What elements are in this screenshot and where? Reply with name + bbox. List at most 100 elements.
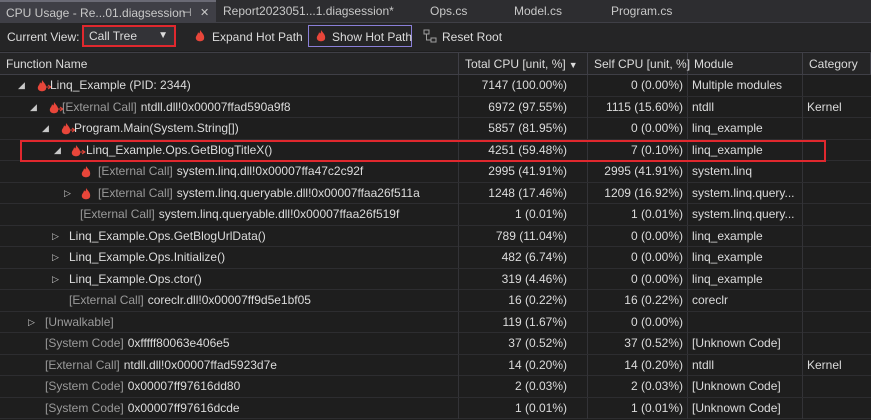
dropdown-arrow: ▼ (158, 30, 168, 41)
total-cpu-cell: 4251 (59.48%) (459, 139, 588, 161)
table-row[interactable]: [System Code] 0xfffff80063e406e5 37 (0.52%… (0, 333, 871, 355)
expander[interactable]: ▷ (52, 273, 59, 284)
table-row[interactable]: ◢ [External Call] ntdll.dll!0x00007ffad590… (0, 96, 871, 118)
table-row[interactable]: ▷ [External Call] system.linq.queryable.dl… (0, 182, 871, 204)
table-row[interactable]: [System Code] 0x00007ff97616dcde 1 (0.01%)… (0, 397, 871, 419)
total-cpu-cell: 482 (6.74%) (459, 247, 588, 268)
total-cpu-cell: 5857 (81.95%) (459, 118, 588, 139)
category-cell (803, 247, 871, 268)
column-header[interactable]: Total CPU [unit, %] ▼ (459, 53, 588, 75)
current-view-label: Current View: (7, 30, 80, 44)
tab-label: CPU Usage - Re...01.diagsession (6, 6, 186, 20)
table-row[interactable]: ▷ [Unwalkable] 119 (1.67%) 0 (0.00%) (0, 311, 871, 333)
expander[interactable]: ▷ (64, 187, 71, 198)
call-kind: [External Call] (62, 99, 137, 114)
self-cpu-cell: 16 (0.22%) (588, 290, 688, 311)
table-header: Function Name Total CPU [unit, %] ▼ Self CP… (0, 52, 871, 75)
tab[interactable]: Program.cs (605, 0, 705, 22)
name-text: system.linq.queryable.dll!0x00007ffaa26f… (158, 207, 400, 221)
total-cpu-cell: 2 (0.03%) (459, 376, 588, 397)
function-name: Linq_Example.Ops.GetBlogTitleX() (86, 140, 272, 161)
call-kind: [System Code] (45, 400, 124, 415)
function-name: Linq_Example.Ops.Initialize() (69, 247, 225, 268)
table-row[interactable]: ▷ Linq_Example.Ops.GetBlogUrlData() 789 (1… (0, 225, 871, 247)
column-header[interactable]: Category (803, 53, 871, 75)
table-row[interactable]: ▷ Linq_Example.Ops.ctor() 319 (4.46%) 0 (0.… (0, 268, 871, 290)
expander[interactable]: ◢ (54, 144, 61, 155)
reset-root-button[interactable]: Reset Root (442, 30, 503, 44)
total-cpu-cell: 7147 (100.00%) (459, 75, 588, 96)
table-row[interactable]: [External Call] coreclr.dll!0x00007ff9d5e… (0, 290, 871, 312)
module-cell: system.linq.query... (688, 204, 803, 225)
column-header[interactable]: Function Name (0, 53, 459, 75)
module-cell: [Unknown Code] (688, 376, 803, 397)
total-cpu-cell: 1 (0.01%) (459, 397, 588, 419)
expander[interactable]: ▷ (52, 252, 59, 262)
self-cpu-cell: 0 (0.00%) (588, 247, 688, 268)
category-cell (803, 183, 871, 204)
self-cpu-cell: 0 (0.00%) (588, 225, 688, 247)
hot-path-icon (37, 80, 52, 92)
self-cpu-cell: 1115 (15.60%) (588, 96, 688, 118)
column-label: Category (809, 57, 858, 71)
close-icon[interactable]: ✕ (200, 7, 210, 19)
function-name: Linq_Example.Ops.GetBlogUrlData() (69, 226, 266, 247)
table-row[interactable]: ◢ Program.Main(System.String[]) 5857 (81.9… (0, 118, 871, 140)
expander[interactable]: ◢ (42, 123, 49, 133)
function-name: [Unwalkable] (45, 312, 118, 333)
function-cell: [External Call] system.linq.dll!0x00007ff… (0, 161, 459, 182)
table-row[interactable]: [System Code] 0x00007ff97616dd80 2 (0.03%)… (0, 376, 871, 398)
function-cell: ◢ Linq_Example (PID: 2344) (0, 75, 459, 96)
hot-path-icon (49, 101, 64, 113)
expander[interactable]: ▷ (52, 230, 59, 241)
name-text: ntdll.dll!0x00007ffad590a9f8 (140, 99, 291, 114)
function-cell: [System Code] 0x00007ff97616dd80 (0, 376, 459, 397)
tab[interactable]: Report2023051...1.diagsession* (217, 0, 401, 22)
module-cell: system.linq.query... (688, 182, 803, 204)
self-cpu-cell: 14 (0.20%) (588, 354, 688, 376)
view-dropdown[interactable]: Call Tree ▼ (82, 25, 176, 47)
column-header[interactable]: Module (688, 53, 803, 75)
pin-icon[interactable]: ⊣ (182, 7, 192, 19)
expander[interactable]: ◢ (30, 101, 37, 112)
total-cpu-cell: 16 (0.22%) (459, 290, 588, 311)
function-name: [External Call] ntdll.dll!0x00007ffad5923… (45, 355, 277, 376)
category-cell (803, 118, 871, 139)
self-cpu-cell: 1209 (16.92%) (588, 182, 688, 204)
expander[interactable]: ◢ (18, 80, 25, 90)
name-text: system.linq.queryable.dll!0x00007ffaa26f… (176, 185, 420, 200)
call-kind: [External Call] (69, 293, 144, 307)
self-cpu-cell: 2 (0.03%) (588, 376, 688, 397)
table-row[interactable]: ▷ Linq_Example.Ops.Initialize() 482 (6.74%… (0, 247, 871, 269)
table-row[interactable]: [External Call] system.linq.dll!0x00007ff… (0, 161, 871, 183)
sort-arrow: ▼ (568, 60, 578, 70)
function-cell: ▷ Linq_Example.Ops.ctor() (0, 268, 459, 290)
tab[interactable]: Model.cs (508, 0, 598, 22)
table-row[interactable]: ◢ Linq_Example (PID: 2344) 7147 (100.00%) 0… (0, 75, 871, 97)
category-cell (803, 226, 871, 247)
tab[interactable]: Ops.cs (424, 0, 504, 22)
name-text: Program.Main(System.String[]) (74, 121, 239, 135)
total-cpu-cell: 319 (4.46%) (459, 268, 588, 290)
function-cell: [External Call] ntdll.dll!0x00007ffad5923… (0, 354, 459, 376)
column-label: Module (694, 57, 734, 71)
column-header[interactable]: Self CPU [unit, %] (588, 53, 690, 75)
flame-icon (316, 30, 326, 42)
call-kind: [External Call] (98, 164, 173, 178)
table-row[interactable]: [External Call] ntdll.dll!0x00007ffad5923… (0, 354, 871, 376)
expand-hot-path-button[interactable]: Expand Hot Path (212, 30, 303, 44)
expander[interactable]: ▷ (28, 316, 35, 327)
total-cpu-cell: 1248 (17.46%) (459, 182, 588, 204)
total-cpu-cell: 37 (0.52%) (459, 333, 588, 354)
total-cpu-cell: 119 (1.67%) (459, 311, 588, 333)
show-hot-path-button[interactable]: Show Hot Path (308, 25, 412, 47)
function-cell: [System Code] 0xfffff80063e406e5 (0, 333, 459, 354)
name-text: ntdll.dll!0x00007ffad5923d7e (123, 357, 277, 372)
tab-label: Model.cs (514, 4, 563, 18)
tab-label: Ops.cs (430, 4, 468, 18)
tab-label: Report2023051...1.diagsession* (223, 4, 394, 18)
table-row[interactable]: [External Call] system.linq.queryable.dll… (0, 204, 871, 226)
total-cpu-cell: 2995 (41.91%) (459, 161, 588, 182)
tab[interactable]: CPU Usage - Re...01.diagsession ⊣ ✕ (0, 0, 216, 22)
module-cell: ntdll (688, 96, 803, 118)
